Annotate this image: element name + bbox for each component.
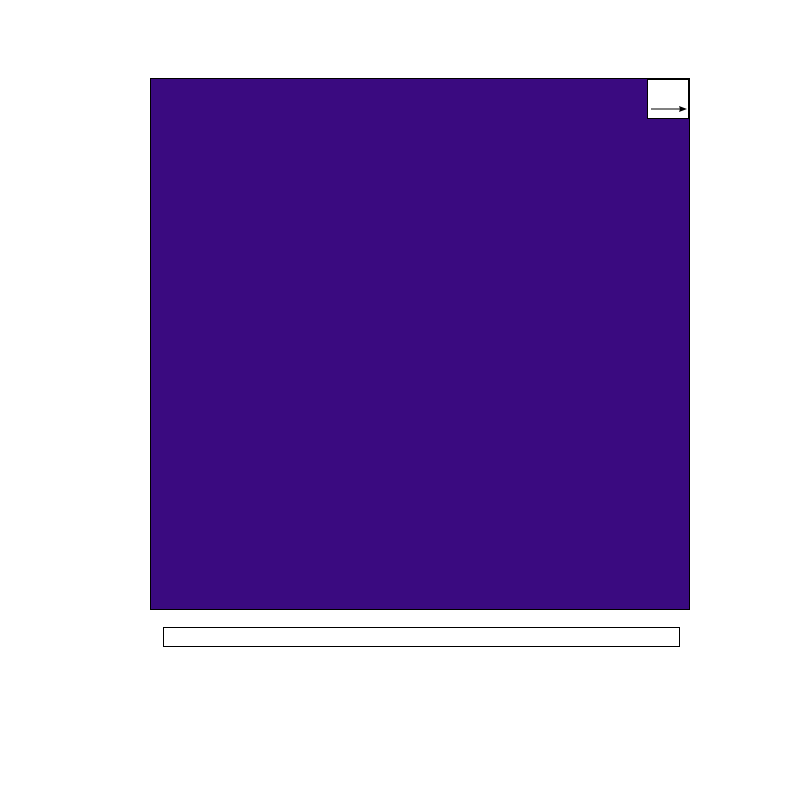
colorbar[interactable]: [163, 627, 680, 647]
colorbar-swatches[interactable]: [163, 627, 680, 647]
wind-vector-key: [647, 79, 689, 119]
map-plot-area[interactable]: [150, 78, 690, 610]
wind-vector-key-arrow-icon: [651, 106, 687, 112]
colorbar-tick-labels: [163, 649, 680, 669]
wind-vector-overlay: [151, 79, 689, 609]
